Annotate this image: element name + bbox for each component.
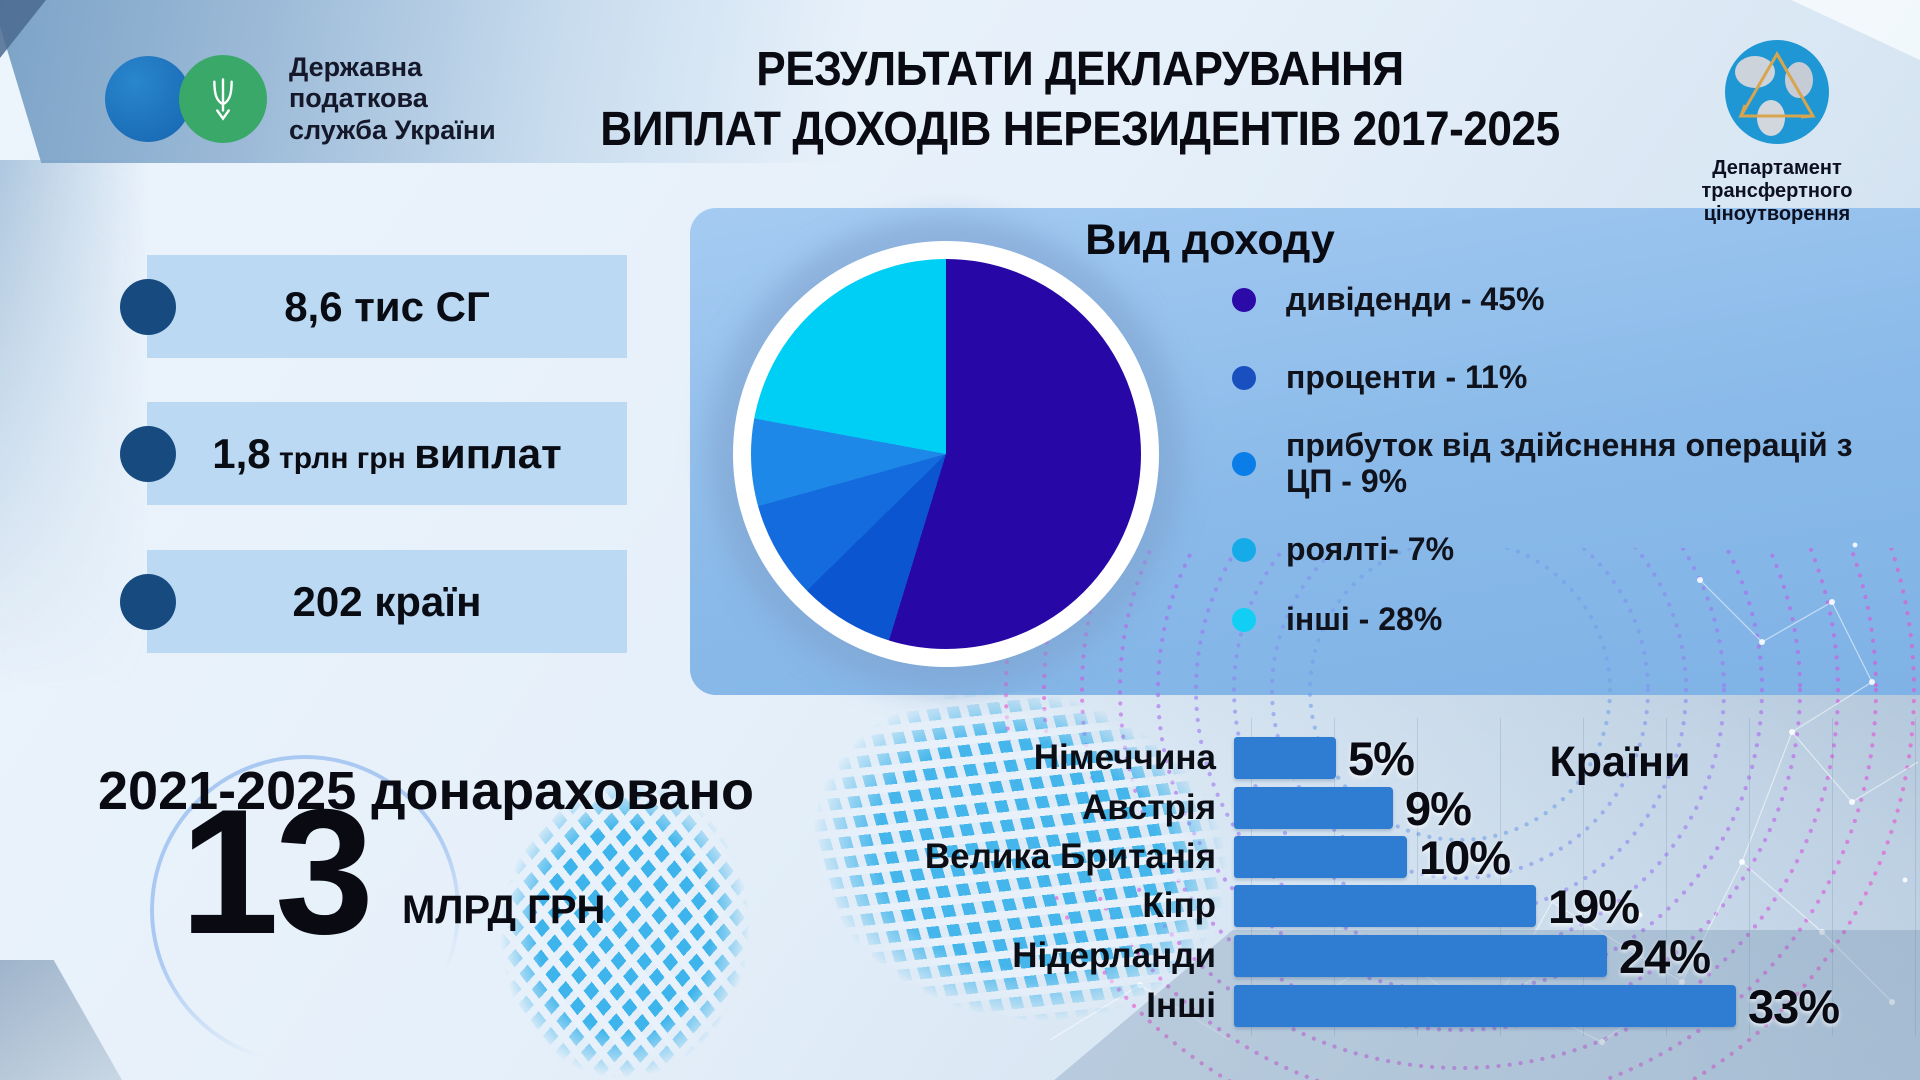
legend-dot (1232, 451, 1256, 476)
bar-label: Німеччина (1033, 738, 1216, 777)
dept-name-line2: трансфертного (1701, 180, 1853, 202)
bar-fill (1234, 885, 1536, 927)
department-name: Департамент трансфертного ціноутворення (1647, 157, 1907, 226)
legend-item-other: інші - 28% (1232, 601, 1902, 638)
bar-value: 10% (1419, 830, 1511, 884)
legend-label: роялті- 7% (1286, 531, 1455, 567)
legend-item-royalty: роялті- 7% (1232, 531, 1902, 568)
tax-service-logo: Державна податкова служба України (105, 52, 496, 146)
stat-value: 202 країн (292, 577, 482, 625)
bar-label: Нідерланди (1012, 936, 1216, 975)
globe-icon (1725, 40, 1829, 144)
bar-row-other: Інші 33% (790, 980, 1840, 1033)
bottomleft-corner-wedge (0, 960, 122, 1080)
bar-fill (1234, 737, 1336, 779)
bar-label: Австрія (1081, 788, 1216, 827)
dept-name-line3: ціноутворення (1703, 203, 1851, 225)
legend-label: інші - 28% (1286, 601, 1443, 637)
bar-row-cyprus: Кіпр 19% (790, 880, 1640, 933)
logo-blue-circle (105, 55, 191, 142)
stat-box-payments: 1,8 трлн грн виплат (117, 402, 627, 572)
department-logo: Департамент трансфертного ціноутворення (1647, 38, 1907, 226)
accrued-amount: 13 (180, 772, 374, 971)
bar-chart-title: Країни (1549, 738, 1691, 786)
tax-name-line2: податкова (289, 83, 428, 114)
legend-dot (1232, 607, 1256, 632)
tax-name-line1: Державна (289, 52, 423, 82)
bar-value: 5% (1348, 731, 1415, 785)
stat-value: 8,6 тис СГ (284, 282, 490, 330)
tax-name-line3: служба України (289, 114, 496, 145)
stat-bullet-circle (120, 573, 176, 630)
bar-label: Інші (1146, 986, 1216, 1025)
accrued-period-text: 2021-2025 донараховано (98, 761, 754, 821)
legend-item-interest: проценти - 11% (1232, 359, 1902, 396)
legend-item-dividends: дивіденди - 45% (1232, 281, 1902, 318)
stat-bullet-circle (120, 425, 176, 482)
bar-label: Кіпр (1142, 886, 1216, 925)
bar-fill (1234, 935, 1607, 977)
bar-fill (1234, 836, 1407, 878)
legend-label: дивіденди - 45% (1286, 281, 1545, 317)
legend-label: проценти - 11% (1286, 359, 1528, 395)
bar-row-austria: Австрія 9% (790, 782, 1472, 835)
logo-green-circle (179, 54, 267, 143)
page-title: РЕЗУЛЬТАТИ ДЕКЛАРУВАННЯ ВИПЛАТ ДОХОДІВ Н… (520, 40, 1640, 160)
legend-dot (1232, 365, 1256, 390)
accrued-unit: МЛРД ГРН (402, 888, 606, 932)
bar-row-germany: Німеччина 5% (790, 732, 1415, 785)
pie-chart-title: Вид доходу (1085, 216, 1335, 264)
bar-row-uk: Велика Британія 10% (790, 831, 1511, 884)
bar-fill (1234, 787, 1393, 829)
tax-service-name: Державна податкова служба України (289, 52, 496, 146)
page-title-line2: ВИПЛАТ ДОХОДІВ НЕРЕЗИДЕНТІВ 2017-2025 (600, 103, 1560, 156)
bar-row-netherlands: Нідерланди 24% (790, 930, 1711, 983)
stat-box-countries: 202 країн (117, 550, 627, 720)
bar-value: 19% (1548, 879, 1640, 933)
page-title-line1: РЕЗУЛЬТАТИ ДЕКЛАРУВАННЯ (756, 43, 1404, 96)
bar-value: 9% (1405, 781, 1472, 835)
stat-box-subjects: 8,6 тис СГ (117, 255, 627, 425)
stat-bullet-circle (120, 278, 176, 335)
bar-fill (1234, 985, 1736, 1027)
legend-item-securities-profit: прибуток від здійснення операцій з ЦП - … (1232, 427, 1902, 500)
legend-dot (1232, 287, 1256, 312)
income-type-pie-chart (733, 241, 1159, 667)
dept-name-line1: Департамент (1712, 157, 1842, 179)
bar-value: 24% (1619, 929, 1711, 983)
legend-label: прибуток від здійснення операцій з ЦП - … (1286, 427, 1853, 499)
bar-value: 33% (1748, 979, 1840, 1033)
trident-icon (213, 78, 233, 121)
legend-dot (1232, 537, 1256, 562)
stat-value: 1,8 трлн грн виплат (212, 429, 562, 477)
bar-label: Велика Британія (924, 837, 1216, 876)
accrued-ring-decor (150, 755, 460, 1065)
